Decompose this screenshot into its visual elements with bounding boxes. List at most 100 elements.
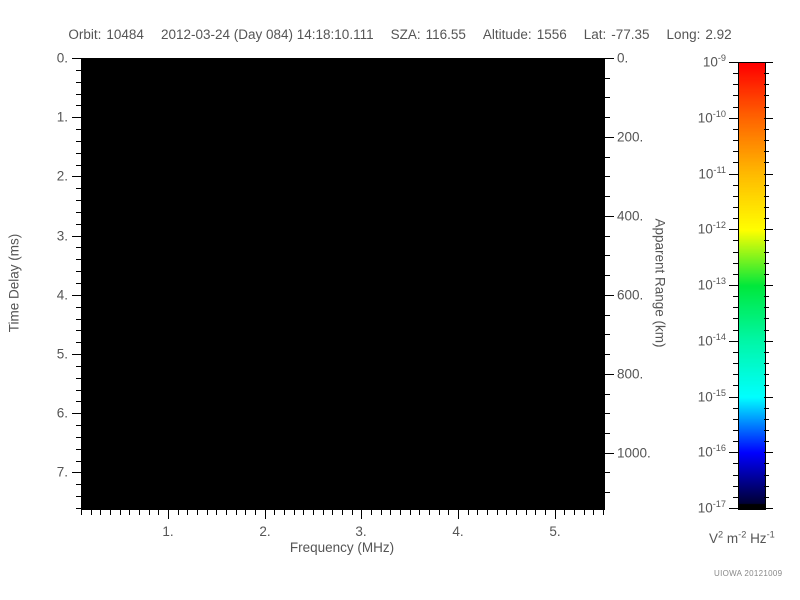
colorbar-minor-tick	[764, 330, 769, 331]
colorbar-tick-mantissa: 10	[697, 500, 713, 516]
colorbar-minor-tick	[733, 274, 738, 275]
y-axis-minor-tick	[76, 425, 81, 426]
y-axis-left-tick-label: 4.	[56, 287, 68, 303]
colorbar-minor-tick	[733, 430, 738, 431]
y-axis-right-tick-label: 0.	[617, 50, 629, 66]
colorbar-minor-tick	[764, 475, 769, 476]
spectrogram-canvas	[82, 59, 604, 509]
y-axis-minor-tick	[76, 437, 81, 438]
y2-axis-minor-tick	[605, 433, 610, 434]
colorbar-minor-tick	[733, 218, 738, 219]
x-axis-minor-tick	[419, 510, 420, 515]
x-axis-minor-tick	[410, 510, 411, 515]
x-axis-major-tick	[361, 510, 362, 519]
colorbar-minor-tick	[764, 151, 769, 152]
colorbar-minor-tick	[764, 307, 769, 308]
colorbar-minor-tick	[733, 252, 738, 253]
x-axis-minor-tick	[593, 510, 594, 515]
lat-label: Lat:	[583, 27, 607, 42]
x-axis-minor-tick	[497, 510, 498, 515]
colorbar-minor-tick	[733, 463, 738, 464]
colorbar-major-tick	[729, 62, 738, 63]
x-axis-minor-tick	[226, 510, 227, 515]
colorbar-minor-tick	[733, 352, 738, 353]
x-axis-minor-tick	[468, 510, 469, 515]
x-axis-minor-tick	[390, 510, 391, 515]
colorbar-minor-tick	[733, 95, 738, 96]
y-axis-right-tick-label: 400.	[617, 208, 644, 224]
x-axis-minor-tick	[216, 510, 217, 515]
y-axis-left-tick-label: 3.	[56, 228, 68, 244]
colorbar-minor-tick	[764, 207, 769, 208]
y-axis-minor-tick	[76, 378, 81, 379]
long-label: Long:	[666, 27, 701, 42]
y-axis-minor-tick	[76, 271, 81, 272]
y-axis-major-tick	[72, 236, 81, 237]
colorbar-major-tick	[764, 285, 773, 286]
y-axis-minor-tick	[76, 105, 81, 106]
datetime-value: 2012-03-24 (Day 084) 14:18:10.111	[160, 27, 374, 42]
colorbar-tick-mantissa: 10	[697, 333, 713, 349]
colorbar-tick-mantissa: 10	[697, 277, 713, 293]
x-axis-minor-tick	[207, 510, 208, 515]
x-axis-tick-label: 4.	[452, 524, 464, 539]
colorbar-minor-tick	[764, 162, 769, 163]
y-axis-minor-tick	[76, 259, 81, 260]
x-axis-minor-tick	[120, 510, 121, 515]
x-axis-minor-tick	[526, 510, 527, 515]
colorbar-major-tick	[729, 341, 738, 342]
colorbar-minor-tick	[733, 185, 738, 186]
colorbar-minor-tick	[733, 240, 738, 241]
lat-value: -77.35	[611, 27, 650, 42]
colorbar-minor-tick	[733, 374, 738, 375]
y2-axis-minor-tick	[605, 176, 610, 177]
colorbar-tick-label: 10-13	[0, 276, 726, 293]
x-axis-minor-tick	[352, 510, 353, 515]
colorbar-minor-tick	[733, 296, 738, 297]
colorbar-minor-tick	[764, 318, 769, 319]
colorbar-minor-tick	[764, 218, 769, 219]
colorbar-minor-tick	[733, 107, 738, 108]
x-axis-minor-tick	[584, 510, 585, 515]
y-axis-minor-tick	[76, 319, 81, 320]
y2-axis-major-tick	[605, 216, 614, 217]
x-axis-minor-tick	[81, 510, 82, 515]
y-axis-major-tick	[72, 176, 81, 177]
y2-axis-major-tick	[605, 295, 614, 296]
colorbar-tick-mantissa: 10	[698, 166, 714, 182]
x-axis-minor-tick	[487, 510, 488, 515]
colorbar-tick-mantissa: 10	[697, 444, 713, 460]
x-axis-minor-tick	[603, 510, 604, 515]
x-axis-minor-tick	[274, 510, 275, 515]
colorbar-minor-tick	[764, 107, 769, 108]
colorbar-minor-tick	[733, 84, 738, 85]
unit-v: V	[709, 531, 719, 546]
x-axis-minor-tick	[516, 510, 517, 515]
x-axis-minor-tick	[506, 510, 507, 515]
colorbar-gradient	[739, 63, 765, 509]
x-axis-minor-tick	[400, 510, 401, 515]
x-axis-minor-tick	[323, 510, 324, 515]
y2-axis-minor-tick	[605, 196, 610, 197]
colorbar-major-tick	[764, 229, 773, 230]
colorbar-major-tick	[729, 174, 738, 175]
x-axis-minor-tick	[255, 510, 256, 515]
colorbar-minor-tick	[733, 419, 738, 420]
colorbar-minor-tick	[764, 385, 769, 386]
colorbar-minor-tick	[764, 419, 769, 420]
colorbar-tick-label: 10-11	[0, 165, 726, 182]
unit-m: m	[726, 531, 739, 546]
y2-axis-minor-tick	[605, 472, 610, 473]
colorbar-minor-tick	[733, 475, 738, 476]
x-axis-major-tick	[458, 510, 459, 519]
colorbar-minor-tick	[764, 408, 769, 409]
colorbar-minor-tick	[733, 73, 738, 74]
colorbar-tick-exponent: -16	[712, 443, 726, 453]
x-axis-major-tick	[265, 510, 266, 519]
colorbar-tick-label: 10-17	[0, 499, 726, 516]
y-axis-major-tick	[72, 354, 81, 355]
x-axis-title: Frequency (MHz)	[289, 540, 395, 555]
unit-hz: Hz	[750, 531, 767, 546]
y-axis-left-tick-label: 7.	[56, 464, 68, 480]
y-axis-minor-tick	[76, 212, 81, 213]
